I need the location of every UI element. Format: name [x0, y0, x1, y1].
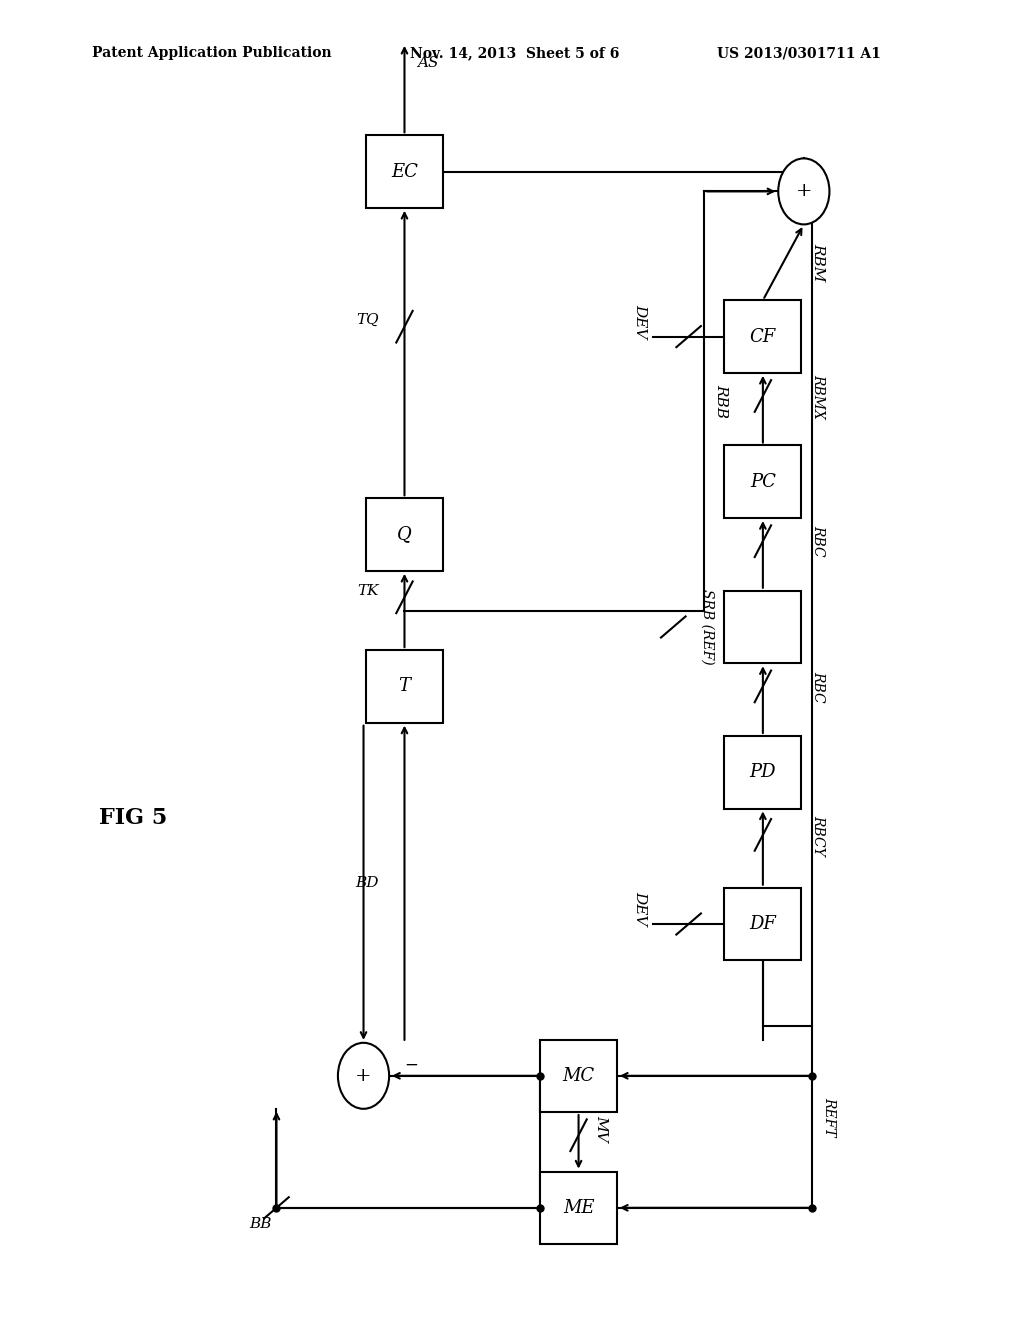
Text: TK: TK: [357, 583, 379, 598]
FancyBboxPatch shape: [367, 651, 443, 723]
FancyBboxPatch shape: [725, 300, 801, 372]
Text: Patent Application Publication: Patent Application Publication: [92, 46, 332, 61]
Text: AS: AS: [417, 55, 438, 70]
Text: DF: DF: [750, 915, 776, 933]
Text: PD: PD: [750, 763, 776, 781]
Text: MC: MC: [562, 1067, 595, 1085]
FancyBboxPatch shape: [725, 591, 801, 663]
Text: RBB: RBB: [715, 384, 728, 418]
Text: CF: CF: [750, 327, 776, 346]
Text: DEV: DEV: [634, 304, 647, 338]
Text: RBCY: RBCY: [811, 814, 825, 855]
FancyBboxPatch shape: [541, 1040, 616, 1111]
Text: RBMX: RBMX: [811, 374, 825, 418]
FancyBboxPatch shape: [725, 737, 801, 808]
Circle shape: [338, 1043, 389, 1109]
Text: BD: BD: [355, 875, 379, 890]
Text: RBM: RBM: [811, 243, 825, 281]
Text: RBC: RBC: [811, 525, 825, 557]
FancyBboxPatch shape: [541, 1172, 616, 1243]
Text: −: −: [404, 1057, 419, 1073]
FancyBboxPatch shape: [367, 498, 443, 570]
Text: FIG 5: FIG 5: [99, 808, 167, 829]
Text: TQ: TQ: [356, 313, 379, 327]
Text: PC: PC: [750, 473, 776, 491]
Text: +: +: [355, 1067, 372, 1085]
Text: SRB (REF): SRB (REF): [700, 589, 715, 665]
FancyBboxPatch shape: [725, 888, 801, 961]
Text: MV: MV: [594, 1115, 608, 1142]
Text: +: +: [796, 182, 812, 201]
Text: Nov. 14, 2013  Sheet 5 of 6: Nov. 14, 2013 Sheet 5 of 6: [410, 46, 618, 61]
Text: BB: BB: [249, 1217, 271, 1230]
FancyBboxPatch shape: [725, 445, 801, 517]
Text: EC: EC: [391, 162, 418, 181]
Circle shape: [778, 158, 829, 224]
Text: US 2013/0301711 A1: US 2013/0301711 A1: [717, 46, 881, 61]
FancyBboxPatch shape: [367, 135, 443, 207]
Text: ME: ME: [563, 1199, 594, 1217]
Text: T: T: [398, 677, 411, 696]
Text: RBC: RBC: [811, 671, 825, 702]
Text: Q: Q: [397, 525, 412, 544]
Text: REFT: REFT: [821, 1097, 836, 1137]
Text: DEV: DEV: [634, 891, 647, 925]
